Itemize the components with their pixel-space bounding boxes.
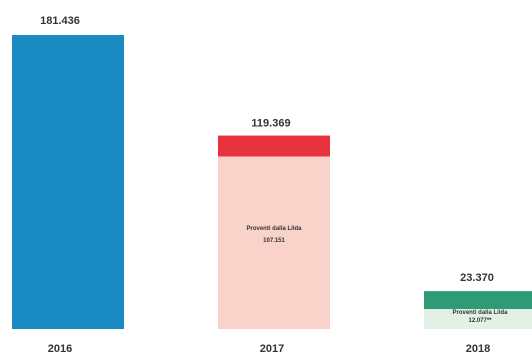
bar-2016 <box>12 35 124 329</box>
bar-2018-top <box>424 291 532 310</box>
segment-value-2018: 12.077** <box>468 318 492 324</box>
value-label-2018: 23.370 <box>460 272 494 284</box>
segment-value-2017: 107.151 <box>263 238 285 244</box>
category-label-2016: 2016 <box>48 343 72 355</box>
value-label-2017: 119.369 <box>251 118 290 130</box>
category-label-2017: 2017 <box>260 343 284 355</box>
value-label-2016: 181.436 <box>40 15 80 27</box>
bar-2018-proventi-segment <box>424 309 532 329</box>
segment-label-2017: Proventi dalla Lilda <box>246 226 302 232</box>
category-label-2018: 2018 <box>466 343 490 355</box>
bar-2017-top <box>218 135 330 157</box>
segment-label-2018: Proventi dalla Lilda <box>452 310 508 316</box>
bar-2017-proventi-segment <box>218 156 330 329</box>
